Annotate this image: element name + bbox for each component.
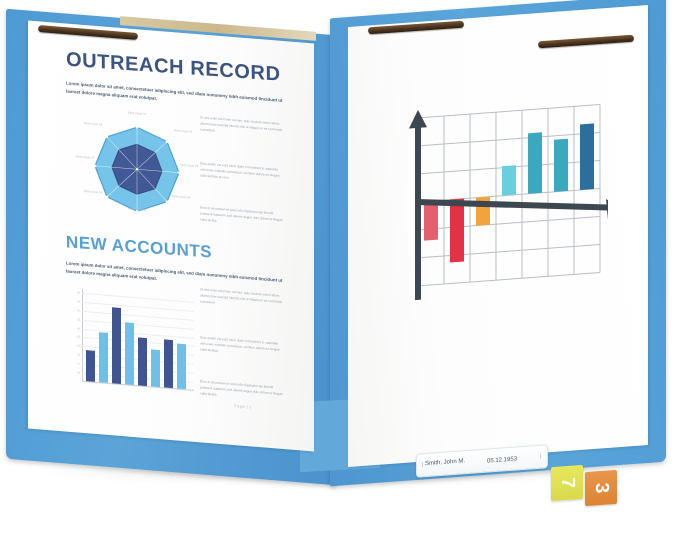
body-column-6: Eros et accumsan et iusto odio dignissim… [200,379,283,398]
page-title: OUTREACH RECORD [65,48,281,86]
label-date: 05.12.1953 [487,456,518,465]
gridline-h [418,244,600,259]
tab-three-digit: 3 [591,481,612,495]
y-tick-label: 10 [77,362,80,366]
y-axis-arrow [409,109,427,129]
bar [125,321,134,386]
y-tick-label: 05 [77,371,80,375]
y-tick-label: 50 [77,291,80,295]
gridline [82,319,194,330]
gridline [82,310,194,321]
bar [424,200,438,241]
gridline [82,301,194,312]
body-column-5: Duis autem vel eum iriure dolor in hendr… [200,335,280,354]
tab-seven-digit: 7 [557,476,578,490]
label-tick-right [540,453,541,459]
right-page-content [348,5,648,467]
tab-seven[interactable]: 7 [551,464,583,502]
performance-bar-chart [396,96,628,312]
label-patient-name: Smith, John M. [425,458,466,468]
bar [138,336,147,387]
bar [502,165,516,196]
x-axis-line [415,199,613,211]
new-accounts-bar-chart: 50 45 40 35 30 25 20 15 10 05 [68,288,196,402]
bar [528,132,542,194]
gridline-h [418,216,600,231]
y-tick-label: 40 [77,309,80,313]
gridline [82,292,194,303]
bar [151,348,160,388]
left-page-content: OUTREACH RECORD Lorem ipsum dolor sit am… [28,20,314,451]
bar [580,123,594,190]
bar [86,349,95,382]
radar-chart: Point of pie 01 Point of pie 02 Point of… [72,104,202,232]
tab-three[interactable]: 3 [585,469,617,507]
body-column-3: Eros et accumsan et iusto odio dignissim… [200,205,283,224]
y-tick-label: 35 [77,318,80,322]
label-tick-left [422,462,423,468]
section-title: NEW ACCOUNTS [65,232,213,262]
gridline-h [418,104,600,119]
bar [99,332,108,383]
bar [554,138,568,192]
section-subtitle: Lorem ipsum dolor sit amet, consectetuer… [66,260,283,283]
performance-chart-svg [409,104,628,301]
y-tick-label: 15 [77,353,80,357]
bar [164,339,173,389]
y-tick-label: 45 [77,300,80,304]
gridline-h [418,132,600,147]
page-number: Page | 1 [234,403,253,410]
y-tick-label: 20 [77,344,80,349]
bar [177,343,186,390]
gridline-h [418,272,600,287]
bar-chart-gridlines [68,288,196,383]
y-tick-label: 25 [77,335,80,340]
y-tick-label: 30 [77,326,80,331]
body-column-2: Duis autem vel eum iriure dolor in hendr… [200,161,280,181]
bar [112,306,121,384]
bar [450,198,464,263]
body-column-1: Ut wisi enim ad minim veniam, quis nostr… [200,115,283,134]
